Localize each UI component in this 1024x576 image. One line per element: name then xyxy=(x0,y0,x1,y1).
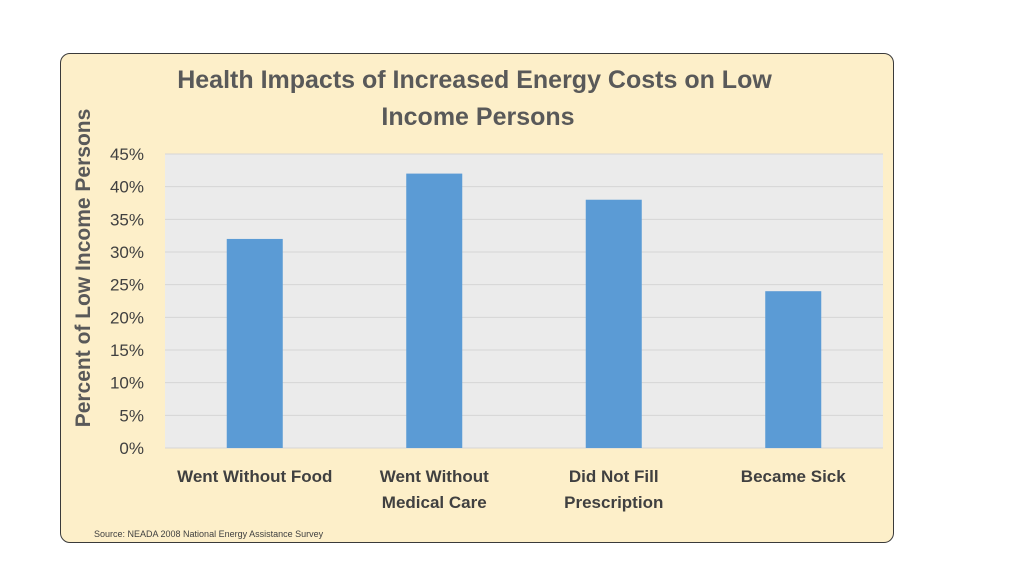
y-tick-label: 25% xyxy=(110,276,144,295)
y-axis-ticks: 0% 5% 10% 15% 20% 25% 30% 35% 40% 45% xyxy=(110,145,144,458)
x-category-label: Went Without Food xyxy=(177,467,332,486)
chart-title-line-2: Income Persons xyxy=(381,103,574,131)
bar xyxy=(765,291,822,448)
y-axis-label: Percent of Low Income Persons xyxy=(72,109,95,428)
bars xyxy=(226,173,822,448)
plot-area xyxy=(165,154,883,448)
x-axis-categories: Went Without Food Went Without Medical Car… xyxy=(177,467,846,512)
y-tick-label: 45% xyxy=(110,145,144,164)
y-tick-label: 0% xyxy=(119,439,144,458)
y-tick-label: 5% xyxy=(119,406,144,425)
source-note: Source: NEADA 2008 National Energy Assis… xyxy=(94,529,324,539)
y-tick-label: 35% xyxy=(110,210,144,229)
y-tick-label: 20% xyxy=(110,308,144,327)
bar xyxy=(226,238,283,448)
y-tick-label: 40% xyxy=(110,178,144,197)
bar xyxy=(406,173,463,448)
y-tick-label: 10% xyxy=(110,374,144,393)
y-tick-label: 30% xyxy=(110,243,144,262)
bar xyxy=(585,199,642,448)
x-category-label: Became Sick xyxy=(741,467,846,486)
x-category-label: Went Without Medical Care xyxy=(380,467,489,512)
x-category-label: Did Not Fill Prescription xyxy=(564,467,663,512)
chart-title: Health Impacts of Increased Energy Costs… xyxy=(177,66,779,131)
gridlines xyxy=(165,153,883,449)
y-tick-label: 15% xyxy=(110,341,144,360)
chart-title-line-1: Health Impacts of Increased Energy Costs… xyxy=(177,66,772,94)
